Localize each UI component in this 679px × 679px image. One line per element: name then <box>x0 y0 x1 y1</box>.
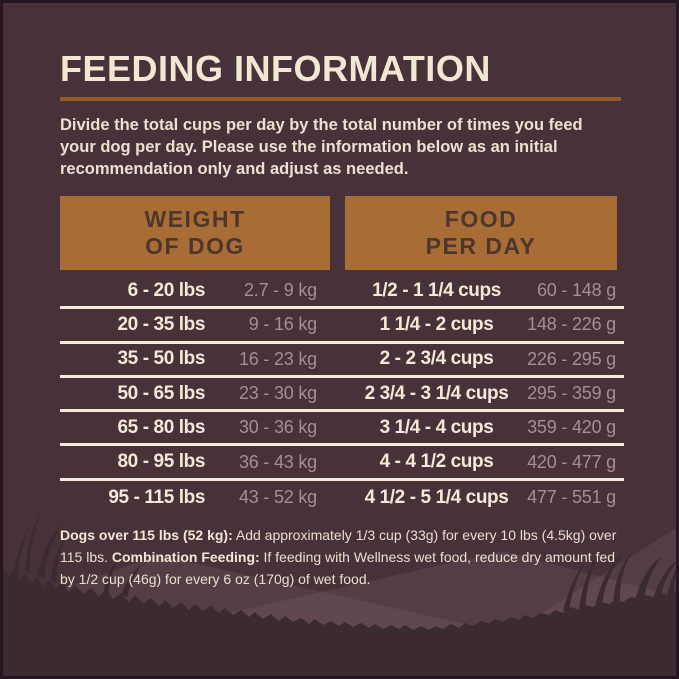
food-per-day-header: FOOD PER DAY <box>345 196 617 270</box>
table-row: 20 - 35 lbs 9 - 16 kg 1 1/4 - 2 cups 148… <box>60 309 624 344</box>
food-grams-value: 148 - 226 g <box>527 314 616 335</box>
table-row: 95 - 115 lbs 43 - 52 kg 4 1/2 - 5 1/4 cu… <box>60 481 624 515</box>
title-divider-rule <box>60 97 621 101</box>
food-grams-value: 477 - 551 g <box>527 487 616 508</box>
weight-kg-value: 43 - 52 kg <box>238 487 317 508</box>
food-grams-value: 295 - 359 g <box>527 383 616 404</box>
feeding-table: 6 - 20 lbs 2.7 - 9 kg 1/2 - 1 1/4 cups 6… <box>60 275 624 515</box>
weight-kg-value: 23 - 30 kg <box>238 383 317 404</box>
table-row: 6 - 20 lbs 2.7 - 9 kg 1/2 - 1 1/4 cups 6… <box>60 275 624 310</box>
food-cups-value: 2 3/4 - 3 1/4 cups <box>364 382 509 404</box>
intro-paragraph: Divide the total cups per day by the tot… <box>60 114 624 180</box>
table-row: 50 - 65 lbs 23 - 30 kg 2 3/4 - 3 1/4 cup… <box>60 378 624 413</box>
weight-lbs-value: 50 - 65 lbs <box>117 382 206 404</box>
intro-line-2: your dog per day. Please use the informa… <box>60 138 558 156</box>
food-cups-value: 2 - 2 3/4 cups <box>379 348 494 370</box>
table-row: 35 - 50 lbs 16 - 23 kg 2 - 2 3/4 cups 22… <box>60 344 624 378</box>
food-cups-value: 1 1/4 - 2 cups <box>379 313 494 335</box>
weight-lbs-value: 6 - 20 lbs <box>127 279 206 301</box>
weight-kg-value: 30 - 36 kg <box>238 417 317 438</box>
food-cups-value: 4 1/2 - 5 1/4 cups <box>364 486 509 508</box>
food-cups-value: 1/2 - 1 1/4 cups <box>372 279 501 301</box>
footnote-text-2: If feeding with Wellness wet food, reduc… <box>60 549 616 588</box>
weight-kg-value: 9 - 16 kg <box>248 314 317 335</box>
footnote-bold-combination-feeding: Combination Feeding: <box>111 549 260 566</box>
intro-line-1: Divide the total cups per day by the tot… <box>60 116 583 134</box>
table-row: 80 - 95 lbs 36 - 43 kg 4 - 4 1/2 cups 42… <box>60 446 624 481</box>
weight-lbs-value: 65 - 80 lbs <box>117 416 206 438</box>
weight-lbs-value: 95 - 115 lbs <box>108 486 205 508</box>
food-cups-value: 4 - 4 1/2 cups <box>379 451 494 473</box>
weight-lbs-value: 20 - 35 lbs <box>117 313 206 335</box>
weight-lbs-value: 80 - 95 lbs <box>117 451 206 473</box>
page-title: FEEDING INFORMATION <box>60 48 491 89</box>
food-grams-value: 420 - 477 g <box>527 451 616 472</box>
table-header-row: WEIGHT OF DOG FOOD PER DAY <box>60 196 624 270</box>
weight-lbs-value: 35 - 50 lbs <box>117 348 206 370</box>
food-header-line-1: FOOD <box>444 206 518 232</box>
food-grams-value: 60 - 148 g <box>536 280 616 301</box>
food-grams-value: 359 - 420 g <box>527 417 616 438</box>
food-cups-value: 3 1/4 - 4 cups <box>379 416 494 438</box>
food-header-line-2: PER DAY <box>425 233 537 259</box>
feeding-footnote: Dogs over 115 lbs (52 kg): Add approxima… <box>60 524 626 590</box>
weight-header-line-1: WEIGHT <box>144 206 246 232</box>
table-row: 65 - 80 lbs 30 - 36 kg 3 1/4 - 4 cups 35… <box>60 412 624 447</box>
weight-kg-value: 2.7 - 9 kg <box>243 280 317 301</box>
footnote-text-1: Add approximately 1/3 cup (33g) for ever… <box>60 527 617 566</box>
footnote-bold-dogs-over: Dogs over 115 lbs (52 kg): <box>60 527 233 544</box>
weight-of-dog-header: WEIGHT OF DOG <box>60 196 330 270</box>
panel-content: FEEDING INFORMATION Divide the total cup… <box>3 3 676 676</box>
weight-kg-value: 16 - 23 kg <box>238 348 317 369</box>
food-grams-value: 226 - 295 g <box>527 348 616 369</box>
intro-line-3: recommendation only and adjust as needed… <box>60 160 409 178</box>
weight-header-line-2: OF DOG <box>145 233 245 259</box>
weight-kg-value: 36 - 43 kg <box>238 451 317 472</box>
